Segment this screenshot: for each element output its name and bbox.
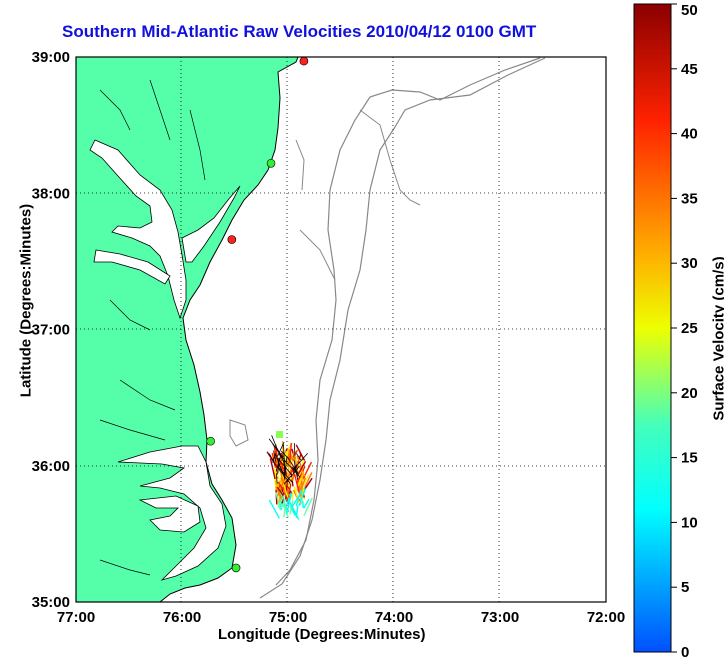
map-title: Southern Mid-Atlantic Raw Velocities 201… [62,22,537,41]
plot-frame [75,56,607,603]
radar-stations [206,56,309,573]
y-tick-label: 36:00 [32,458,70,475]
colorbar-tick-label: 25 [681,320,698,337]
velocity-vector [277,458,293,476]
velocity-vector [288,484,292,493]
x-tick-label: 72:00 [587,609,625,626]
velocity-vector [277,461,283,472]
bathymetry-contour-3 [229,109,421,447]
station-3-marker [227,235,237,244]
velocity-vector [286,456,299,474]
velocity-vector [284,479,289,500]
y-tick-label: 37:00 [32,322,70,339]
velocity-vector [289,443,292,462]
colorbar-tick-label: 0 [681,644,689,659]
velocity-vector [301,500,305,509]
bathymetry-contour-2 [259,57,546,599]
velocity-vector [271,435,281,456]
velocity-vector [277,481,284,490]
y-axis-label: Latitude (Degrees:Minutes) [17,203,35,398]
velocity-vector [296,453,302,461]
velocity-vector [296,460,307,477]
colorbar-tick-label: 20 [681,385,698,402]
velocity-vector [276,486,284,496]
x-tick-label: 75:00 [269,609,307,626]
velocity-vector [302,474,310,488]
velocity-vector [295,466,306,485]
colorbar-tick-label: 30 [681,255,698,272]
x-tick-label: 74:00 [375,609,413,626]
velocity-vector [285,493,293,515]
velocity-vector [277,441,285,457]
x-tick-label: 77:00 [57,609,95,626]
velocity-vector [290,465,300,477]
velocity-vector [272,453,277,463]
velocity-vector [300,477,307,491]
velocity-vector [293,443,296,456]
land-mass [75,56,299,603]
velocity-vector [285,475,292,483]
y-tick-label: 39:00 [32,49,70,66]
velocity-vector [275,486,282,498]
velocity-vector [278,467,294,484]
velocity-vector [269,453,276,466]
coastline-detail [99,79,206,576]
pamlico-sound [117,445,227,581]
x-tick-label: 76:00 [163,609,201,626]
station-2-marker [266,158,276,168]
velocity-vector [269,458,276,480]
velocity-vector [295,488,303,507]
velocity-vector [287,497,296,517]
velocity-patch [276,431,283,438]
velocity-vector [303,498,310,509]
station-4-marker [206,436,215,446]
potomac-river [93,249,171,285]
velocity-vector [304,472,313,488]
velocity-vector [283,444,286,468]
colorbar-label: Surface Velocity (cm/s) [710,256,724,421]
velocity-vector [277,457,280,474]
velocity-vector [283,508,286,518]
albemarle-sound [138,495,201,533]
colorbar [633,3,672,653]
velocity-vector [268,499,280,519]
colorbar-tick-label: 5 [681,579,689,596]
colorbar-tick-label: 40 [681,126,698,143]
velocity-vector-cluster [266,431,313,520]
colorbar-tick-label: 15 [681,450,698,467]
velocity-vector [303,497,313,516]
colorbar-tick-label: 45 [681,61,698,78]
y-tick-label: 35:00 [32,594,70,611]
chesapeake-bay [89,139,187,320]
velocity-vector [283,456,288,480]
velocity-vector [293,458,306,477]
velocity-vector [295,444,305,461]
colorbar-tick-label: 10 [681,514,698,531]
grid [76,57,606,602]
velocity-vector [275,492,282,511]
velocity-vector [282,483,289,498]
velocity-vector [292,473,295,481]
velocity-vector [275,472,278,484]
velocity-vector [298,488,307,507]
y-tick-label: 38:00 [32,185,70,202]
x-axis-label: Longitude (Degrees:Minutes) [218,626,426,643]
velocity-vector [271,452,277,468]
colorbar-tick-label: 35 [681,190,698,207]
x-tick-label: 73:00 [481,609,519,626]
station-1-marker [299,56,309,66]
colorbar-tick-label: 50 [681,2,698,19]
velocity-vector [282,504,289,518]
velocity-vector [268,438,283,458]
velocity-vector [279,450,288,469]
bathymetry-contour-1 [275,57,541,586]
station-5-marker [231,563,241,573]
delmarva-inlet [181,185,241,263]
velocity-vector [277,494,286,508]
velocity-vector [276,448,284,463]
